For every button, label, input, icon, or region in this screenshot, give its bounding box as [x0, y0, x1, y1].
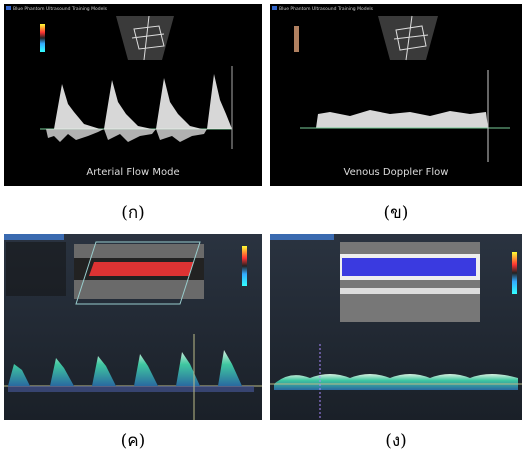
caption: (ค) [121, 431, 146, 451]
mode-label: Arterial Flow Mode [86, 167, 179, 178]
panel-color-arterial [4, 234, 262, 420]
caption: (ง) [385, 431, 407, 451]
panel-color-venous [270, 234, 522, 420]
panel-arterial: Blue Phantom Ultrasound Training Models … [4, 4, 262, 186]
mode-label: Venous Doppler Flow [344, 167, 449, 178]
panel-venous: Blue Phantom Ultrasound Training Models … [270, 4, 522, 186]
caption: (ข) [384, 203, 409, 223]
caption: (ก) [121, 203, 145, 223]
panel-header: Blue Phantom Ultrasound Training Models [279, 6, 374, 12]
panel-header: Blue Phantom Ultrasound Training Models [13, 6, 108, 12]
